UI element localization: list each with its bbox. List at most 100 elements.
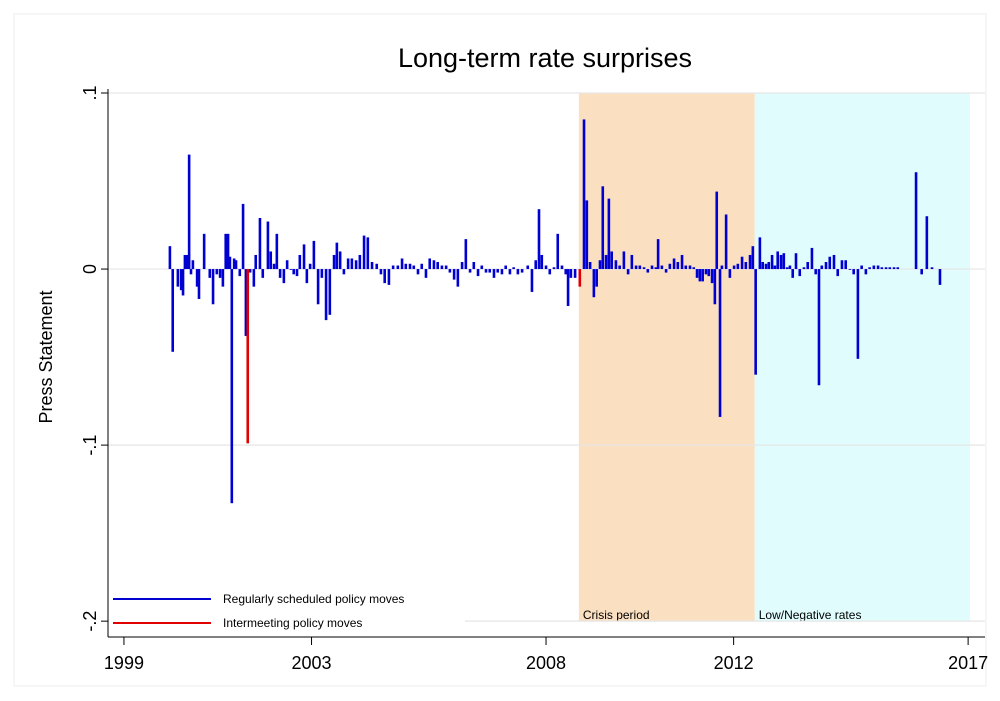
spike bbox=[404, 263, 408, 270]
spike bbox=[183, 254, 187, 270]
legend-label: Regularly scheduled policy moves bbox=[223, 592, 404, 606]
spike bbox=[202, 233, 206, 270]
spike bbox=[285, 260, 289, 270]
spike bbox=[814, 269, 817, 275]
x-tick-label: 2017 bbox=[948, 653, 988, 673]
spike bbox=[704, 269, 708, 275]
spike bbox=[664, 269, 668, 273]
spike bbox=[626, 269, 630, 275]
spike bbox=[925, 216, 929, 270]
spike bbox=[228, 256, 232, 270]
spike bbox=[848, 269, 852, 270]
spike bbox=[688, 265, 692, 270]
spike bbox=[595, 269, 598, 287]
spike bbox=[569, 269, 573, 278]
spike bbox=[254, 254, 258, 270]
spike bbox=[564, 269, 568, 275]
spike bbox=[526, 265, 530, 270]
spike bbox=[492, 269, 496, 278]
spike bbox=[391, 265, 395, 270]
spike bbox=[252, 269, 256, 287]
spike bbox=[728, 269, 732, 278]
spike bbox=[622, 251, 626, 270]
spike bbox=[566, 269, 570, 307]
x-tick-label: 2008 bbox=[526, 653, 566, 673]
shaded-region bbox=[754, 93, 970, 622]
spike bbox=[428, 258, 432, 270]
spike bbox=[387, 269, 391, 285]
spike bbox=[806, 262, 810, 270]
spike bbox=[770, 254, 774, 270]
spike bbox=[573, 269, 577, 278]
chart-title: Long-term rate surprises bbox=[398, 43, 692, 73]
spike bbox=[832, 254, 836, 270]
spike bbox=[512, 267, 515, 270]
spike bbox=[852, 269, 855, 275]
spike bbox=[266, 221, 270, 270]
spike bbox=[289, 269, 293, 270]
spike bbox=[346, 258, 350, 270]
spike bbox=[484, 269, 488, 273]
spike bbox=[767, 262, 771, 270]
spike bbox=[221, 269, 225, 287]
spike bbox=[432, 260, 436, 270]
spike bbox=[773, 265, 777, 270]
spike bbox=[328, 269, 332, 315]
spike bbox=[540, 254, 544, 270]
spike bbox=[295, 269, 299, 277]
spike bbox=[400, 258, 404, 270]
spike bbox=[282, 269, 286, 284]
spike bbox=[298, 254, 302, 270]
spike bbox=[218, 269, 222, 278]
spike bbox=[844, 260, 848, 270]
spike bbox=[448, 269, 452, 273]
spike bbox=[650, 265, 654, 270]
spike bbox=[520, 269, 524, 273]
spike bbox=[248, 269, 252, 273]
spike bbox=[880, 267, 884, 270]
spike bbox=[920, 269, 923, 275]
spike bbox=[332, 254, 336, 270]
spike bbox=[751, 246, 755, 270]
spike bbox=[776, 251, 780, 270]
spike bbox=[230, 269, 234, 504]
spike bbox=[208, 269, 212, 278]
spike bbox=[914, 172, 918, 270]
spike bbox=[552, 267, 556, 270]
spike bbox=[884, 267, 888, 270]
spike bbox=[504, 265, 507, 270]
spike bbox=[530, 269, 534, 292]
spike bbox=[241, 203, 245, 270]
spike bbox=[938, 269, 942, 285]
y-tick-label: -.1 bbox=[80, 435, 100, 456]
spike bbox=[480, 265, 484, 270]
region-label: Crisis period bbox=[583, 608, 650, 622]
spike bbox=[320, 269, 324, 278]
spike bbox=[472, 262, 476, 270]
spike bbox=[802, 267, 806, 270]
spike bbox=[630, 254, 634, 270]
spike bbox=[701, 269, 704, 282]
spike bbox=[788, 265, 792, 270]
spike bbox=[748, 254, 752, 270]
spike bbox=[496, 269, 500, 273]
spike bbox=[342, 269, 346, 275]
spike bbox=[930, 267, 934, 270]
spike bbox=[761, 262, 765, 270]
spike bbox=[720, 265, 724, 270]
spike bbox=[181, 269, 185, 296]
spike bbox=[278, 269, 282, 278]
spike bbox=[179, 269, 183, 291]
spike bbox=[408, 263, 412, 270]
spike bbox=[782, 253, 786, 270]
spike bbox=[638, 265, 642, 270]
spike bbox=[872, 265, 876, 270]
spike bbox=[578, 269, 582, 287]
spike bbox=[601, 186, 605, 270]
spike bbox=[324, 269, 328, 321]
spike bbox=[534, 260, 538, 270]
spike bbox=[452, 269, 456, 280]
spike bbox=[824, 262, 828, 270]
spike bbox=[868, 267, 871, 270]
